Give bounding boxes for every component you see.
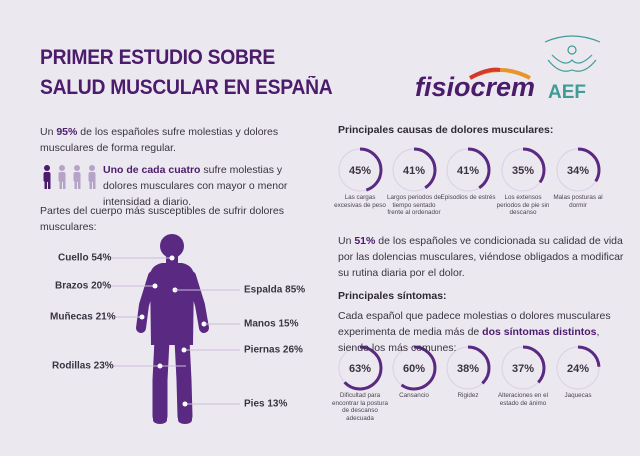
logo-aef-icon bbox=[544, 35, 601, 72]
body-point bbox=[182, 401, 188, 407]
ring-arc bbox=[445, 147, 491, 193]
logo-aef: AEF bbox=[548, 82, 586, 103]
body-point bbox=[139, 314, 145, 320]
ring-caption: Alteraciones en el estado de ánimo bbox=[497, 392, 549, 407]
ring-label: 41% bbox=[403, 165, 425, 177]
ring-label: 41% bbox=[457, 165, 479, 177]
body-point bbox=[181, 347, 187, 353]
text: Cada español que padece molestias o dolo… bbox=[338, 310, 611, 338]
text: sufre molestias y dolores musculares con… bbox=[103, 164, 288, 208]
ring-arc bbox=[555, 345, 601, 391]
body-part-label: Muñecas 21% bbox=[50, 312, 116, 323]
symptoms-heading: Principales síntomas: bbox=[338, 290, 447, 302]
text: Un bbox=[338, 235, 355, 247]
body-part-label: Espalda 85% bbox=[244, 285, 305, 296]
highlight: dos síntomas distintos bbox=[482, 326, 597, 338]
logo-arc bbox=[469, 67, 501, 80]
highlight: Uno de cada cuatro bbox=[103, 164, 201, 176]
highlight: 95% bbox=[56, 126, 78, 138]
body-part-label: Piernas 26% bbox=[244, 345, 303, 356]
ring-label: 24% bbox=[567, 363, 589, 375]
body-part-label: Manos 15% bbox=[244, 319, 299, 330]
ring-caption: Las cargas excesivas de peso bbox=[334, 194, 386, 209]
intro-text: Un 95% de los españoles sufre molestias … bbox=[40, 124, 310, 156]
ring-caption: Dificultad para encontrar la postura de … bbox=[331, 392, 388, 422]
ring-label: 37% bbox=[512, 363, 534, 375]
text: Un bbox=[40, 126, 57, 138]
ring-label: 63% bbox=[349, 363, 371, 375]
body-point bbox=[169, 255, 175, 261]
quarter-text: Uno de cada cuatro sufre molestias y dol… bbox=[103, 162, 318, 210]
causes-heading: Principales causas de dolores musculares… bbox=[338, 124, 554, 136]
ring-arc bbox=[391, 345, 437, 391]
ring-caption: Los extensos periodos de pie sin descans… bbox=[496, 194, 550, 216]
ring-caption: Jaquecas bbox=[564, 392, 592, 399]
ring-label: 34% bbox=[567, 165, 589, 177]
text: de los españoles ve condicionada su cali… bbox=[338, 235, 624, 279]
title-line: PRIMER ESTUDIO SOBRE bbox=[40, 46, 275, 69]
ring-caption: Largos periodos de tiempo sentado frente… bbox=[387, 194, 441, 216]
body-part-label: Cuello 54% bbox=[58, 253, 111, 264]
ring-arc bbox=[555, 147, 601, 193]
body-figure bbox=[136, 234, 209, 424]
ring-label: 60% bbox=[403, 363, 425, 375]
ring-label: 45% bbox=[349, 165, 371, 177]
logo-fisiocrem: fisiocrem bbox=[415, 72, 535, 102]
ring-label: 35% bbox=[512, 165, 534, 177]
ring-arc bbox=[445, 345, 491, 391]
people-icons bbox=[43, 165, 96, 189]
ring-caption: Cansancio bbox=[399, 392, 429, 399]
text: , siendo los más comunes: bbox=[338, 326, 600, 354]
body-part-label: Rodillas 23% bbox=[52, 361, 114, 372]
ring-caption: Rigidez bbox=[457, 392, 479, 399]
ring-arc bbox=[500, 345, 546, 391]
highlight: 51% bbox=[354, 235, 376, 247]
ring-arc bbox=[337, 147, 383, 193]
ring-label: 38% bbox=[457, 363, 479, 375]
title-line: SALUD MUSCULAR EN ESPAÑA bbox=[40, 76, 333, 99]
body-point bbox=[201, 321, 207, 327]
ring-caption: Malas posturas al dormir bbox=[553, 194, 603, 209]
body-point bbox=[152, 283, 158, 289]
body-heading: Partes del cuerpo más susceptibles de su… bbox=[40, 205, 284, 233]
ring-arc bbox=[391, 147, 437, 193]
body-point bbox=[157, 363, 163, 369]
symptoms-text: Cada español que padece molestias o dolo… bbox=[338, 308, 630, 356]
text: de los españoles sufre molestias y dolor… bbox=[40, 126, 279, 154]
impact-text: Un 51% de los españoles ve condicionada … bbox=[338, 233, 630, 281]
ring-caption: Episodios de estrés bbox=[440, 194, 496, 201]
ring-arc bbox=[337, 345, 383, 391]
body-part-label: Brazos 20% bbox=[55, 281, 111, 292]
ring-arc bbox=[500, 147, 546, 193]
body-part-label: Pies 13% bbox=[244, 399, 287, 410]
